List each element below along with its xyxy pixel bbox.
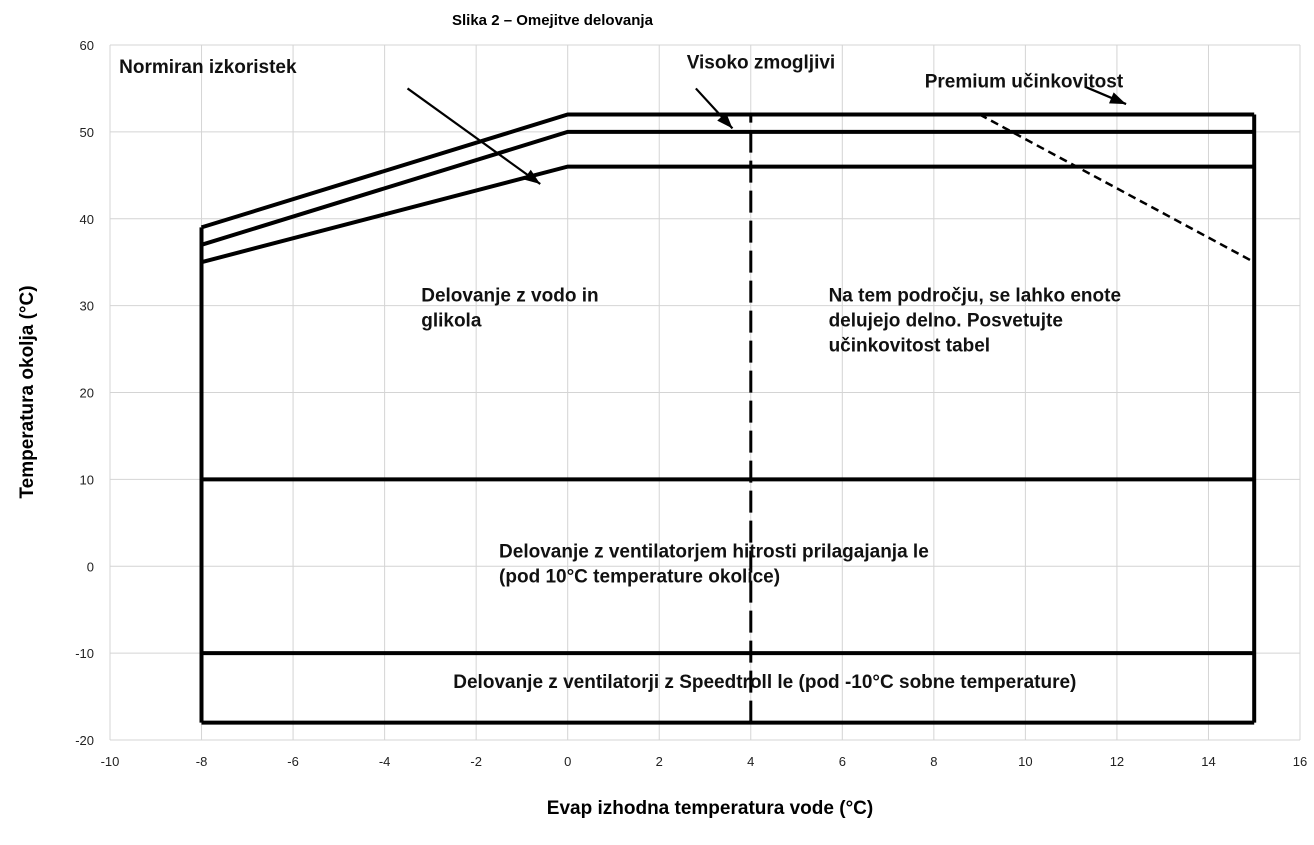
chart-title: Slika 2 – Omejitve delovanja: [452, 12, 654, 29]
arrow-head: [1109, 92, 1127, 105]
x-tick-label: -4: [379, 754, 391, 769]
y-tick-label: 20: [80, 386, 94, 401]
x-tick-label: -6: [287, 754, 299, 769]
x-tick-label: 2: [656, 754, 663, 769]
series-callout-label: Premium učinkovitost: [925, 72, 1124, 93]
arrow-head: [717, 112, 733, 129]
x-tick-label: 12: [1110, 754, 1124, 769]
region-label: Delovanje z ventilatorjem hitrosti prila…: [499, 542, 929, 563]
x-tick-label: 8: [930, 754, 937, 769]
annotation-arrow: [406, 87, 541, 185]
region-label: učinkovitost tabel: [829, 335, 991, 356]
x-tick-label: 16: [1293, 754, 1307, 769]
x-tick-label: -2: [470, 754, 482, 769]
x-tick-label: 0: [564, 754, 571, 769]
y-tick-label: 40: [80, 212, 94, 227]
x-axis-title: Evap izhodna temperatura vode (°C): [547, 798, 873, 819]
region-label: delujejo delno. Posvetujte: [829, 310, 1063, 331]
x-tick-label: 14: [1201, 754, 1215, 769]
y-axis-title: Temperatura okolja (°C): [17, 285, 38, 498]
y-tick-label: 50: [80, 125, 94, 140]
arrow-head: [523, 169, 541, 184]
x-tick-label: 4: [747, 754, 754, 769]
region-label: (pod 10°C temperature okolice): [499, 567, 780, 588]
annotation-arrows: [406, 85, 1127, 185]
region-label: glikola: [421, 310, 482, 331]
series-line: [200, 164, 1255, 265]
x-tick-label: 6: [839, 754, 846, 769]
y-tick-label: 30: [80, 299, 94, 314]
y-tick-label: 60: [80, 38, 94, 53]
y-tick-label: 10: [80, 472, 94, 487]
x-tick-label: -8: [196, 754, 208, 769]
x-tick-label: -10: [101, 754, 120, 769]
grid: [109, 44, 1301, 741]
series-line: [200, 112, 1255, 230]
series-line: [200, 129, 1255, 247]
y-tick-label: -20: [75, 733, 94, 748]
y-tick-label: 0: [87, 559, 94, 574]
region-label: Delovanje z vodo in: [421, 285, 598, 306]
region-label: Delovanje z ventilatorji z Speedtroll le…: [453, 672, 1076, 693]
series-callout-label: Visoko zmogljivi: [687, 52, 836, 73]
region-label: Na tem področju, se lahko enote: [829, 285, 1121, 306]
y-tick-label: -10: [75, 646, 94, 661]
x-tick-label: 10: [1018, 754, 1032, 769]
series-layer: [199, 112, 1257, 725]
series-callout-label: Normiran izkoristek: [119, 57, 297, 78]
annotation-labels: Normiran izkoristek Visoko zmogljivi Premi…: [119, 52, 1124, 692]
tick-labels: -10 -8 -6 -4 -2 0 2 4 6 8 10 12 14 16-20-100102030405…: [75, 38, 1307, 769]
